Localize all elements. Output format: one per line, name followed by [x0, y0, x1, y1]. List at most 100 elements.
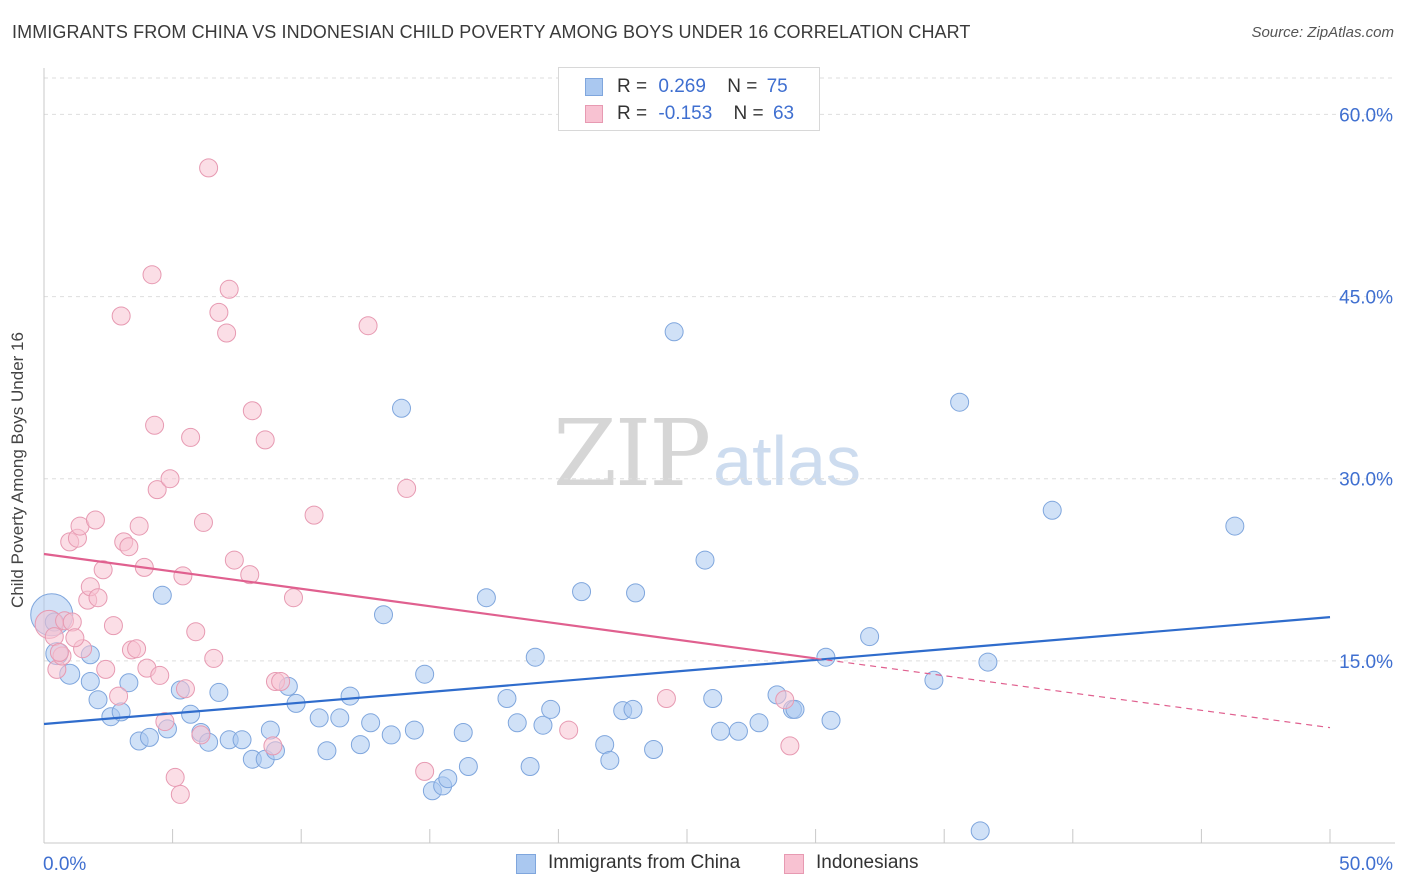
legend-r-value: 0.269: [658, 76, 706, 97]
y-axis-label: Child Poverty Among Boys Under 16: [8, 332, 27, 608]
point-china-39: [438, 769, 458, 789]
y-tick-label-1: 30.0%: [1339, 470, 1393, 491]
point-china-27: [317, 741, 337, 761]
point-indonesians-55: [415, 761, 435, 781]
point-china-41: [458, 757, 478, 776]
point-indonesians-53: [358, 316, 378, 336]
point-indonesians-18: [111, 306, 131, 326]
point-china-36: [415, 664, 435, 684]
point-indonesians-32: [165, 767, 185, 787]
point-china-58: [703, 689, 723, 708]
point-china-69: [950, 392, 970, 412]
point-indonesians-31: [160, 469, 180, 489]
point-indonesians-51: [283, 588, 303, 608]
point-china-53: [623, 699, 643, 719]
point-indonesians-40: [204, 648, 224, 668]
point-china-55: [644, 740, 664, 759]
legend-swatch-indonesians: [585, 105, 603, 123]
legend-r-label: R =: [617, 103, 648, 124]
point-indonesians-41: [209, 302, 229, 322]
point-china-22: [260, 720, 280, 740]
y-tick-label-3: 60.0%: [1339, 105, 1393, 126]
point-china-68: [924, 670, 944, 690]
y-tick-label-2: 45.0%: [1339, 288, 1393, 309]
point-china-29: [340, 686, 360, 706]
point-china-31: [361, 713, 381, 733]
point-indonesians-17: [109, 686, 129, 706]
point-indonesians-6: [62, 612, 82, 632]
point-china-70: [970, 821, 990, 841]
legend-r-label: R =: [617, 76, 648, 97]
point-indonesians-59: [780, 736, 800, 756]
point-china-46: [525, 647, 545, 667]
trend-line-china: [43, 616, 1331, 726]
legend-swatch-china: [585, 78, 603, 96]
legend-n-value: 63: [772, 103, 795, 124]
point-indonesians-62: [65, 628, 85, 648]
point-indonesians-61: [49, 642, 69, 662]
source-label: Source: ZipAtlas.com: [1251, 24, 1394, 41]
point-indonesians-45: [240, 565, 260, 585]
point-china-44: [507, 713, 527, 733]
point-china-8: [119, 673, 139, 693]
bottom-legend-label-indonesians: Indonesians: [816, 852, 919, 873]
point-china-34: [392, 398, 412, 418]
point-china-40: [453, 723, 473, 742]
bottom-legend-swatch-china: [516, 854, 536, 874]
chart-title: IMMIGRANTS FROM CHINA VS INDONESIAN CHIL…: [12, 22, 971, 42]
point-indonesians-38: [191, 725, 211, 745]
point-china-33: [381, 725, 401, 745]
point-indonesians-60: [199, 158, 219, 178]
point-china-57: [695, 550, 715, 570]
point-china-67: [860, 627, 880, 647]
point-china-42: [476, 588, 496, 608]
point-china-26: [309, 708, 329, 728]
point-china-49: [572, 582, 592, 602]
point-china-50: [595, 735, 615, 755]
point-indonesians-27: [145, 415, 165, 435]
point-china-35: [404, 720, 424, 740]
point-indonesians-22: [127, 639, 147, 659]
point-indonesians-20: [119, 537, 139, 557]
point-indonesians-30: [155, 712, 175, 732]
point-china-17: [209, 682, 229, 702]
point-china-14: [181, 704, 201, 724]
point-indonesians-13: [88, 588, 108, 608]
point-indonesians-43: [219, 279, 239, 299]
point-indonesians-58: [775, 690, 795, 710]
point-indonesians-56: [559, 720, 579, 740]
point-indonesians-28: [147, 480, 167, 500]
y-tick-label-0: 15.0%: [1339, 652, 1393, 673]
point-china-66: [821, 710, 841, 730]
point-china-32: [374, 605, 394, 625]
point-china-43: [497, 689, 517, 708]
point-china-28: [330, 708, 350, 728]
point-china-48: [541, 699, 561, 719]
point-china-30: [350, 735, 370, 755]
legend-n-label: N =: [727, 76, 758, 97]
point-china-72: [1042, 500, 1062, 520]
point-indonesians-48: [263, 736, 283, 756]
legend-n-value: 75: [766, 76, 788, 97]
point-china-11: [152, 585, 172, 605]
point-indonesians-33: [170, 784, 190, 804]
point-indonesians-44: [224, 550, 244, 570]
point-indonesians-26: [142, 265, 162, 285]
point-china-47: [533, 715, 553, 735]
x-tick-label-1: 50.0%: [1339, 854, 1393, 875]
legend-r-value: -0.153: [658, 103, 713, 124]
point-indonesians-50: [271, 672, 291, 691]
point-indonesians-47: [255, 430, 275, 450]
point-indonesians-23: [129, 516, 149, 536]
point-china-5: [88, 690, 108, 710]
point-indonesians-12: [85, 510, 105, 530]
point-indonesians-14: [93, 560, 113, 580]
point-china-61: [749, 713, 769, 733]
correlation-legend: R = 0.269 N = 75 R = -0.153 N = 63: [558, 67, 820, 131]
point-china-4: [80, 672, 100, 691]
point-china-59: [710, 721, 730, 741]
point-indonesians-37: [186, 622, 206, 642]
point-indonesians-39: [193, 512, 213, 532]
point-indonesians-34: [173, 566, 193, 586]
